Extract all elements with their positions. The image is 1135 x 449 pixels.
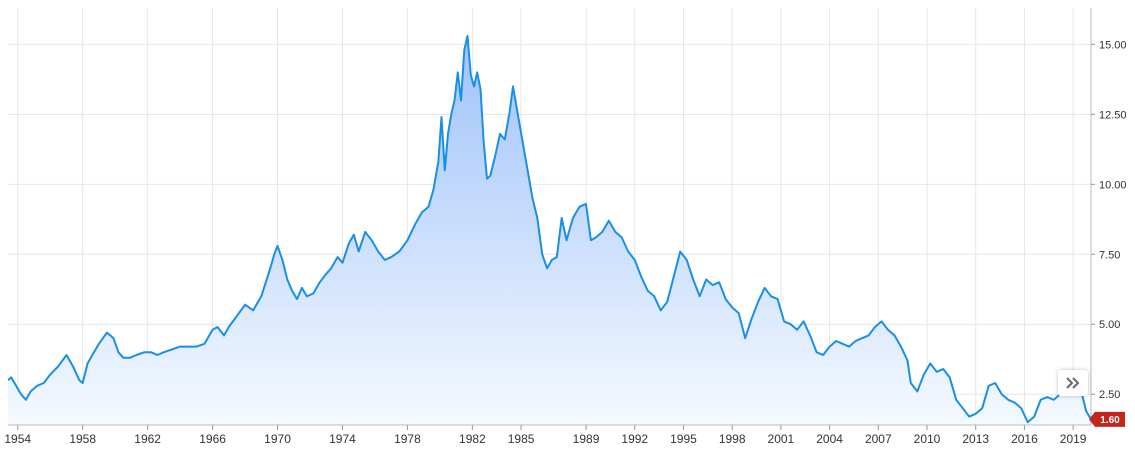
x-axis-ticks: 1954 1958 1962 1966 1970 1974 1978 1982 1985 1989… (4, 425, 1087, 446)
x-tick-label: 2010 (914, 432, 941, 446)
x-tick-label: 1962 (134, 432, 161, 446)
scroll-forward-button[interactable] (1058, 370, 1088, 396)
x-tick-label: 1954 (4, 432, 31, 446)
y-tick-label: 5.00 (1099, 319, 1120, 331)
x-tick-label: 1970 (264, 432, 291, 446)
x-tick-label: 1982 (459, 432, 486, 446)
y-tick-label: 10.00 (1099, 179, 1127, 191)
y-axis-ticks: 2.50 5.00 7.50 10.00 12.50 15.00 (1091, 39, 1127, 401)
series-line (8, 35, 1091, 424)
x-tick-label: 2007 (865, 432, 892, 446)
y-tick-label: 2.50 (1099, 389, 1120, 401)
x-tick-label: 1974 (329, 432, 356, 446)
x-tick-label: 1978 (394, 432, 421, 446)
x-tick-label: 1995 (670, 432, 697, 446)
x-tick-label: 1992 (621, 432, 648, 446)
x-tick-label: 1985 (508, 432, 535, 446)
x-tick-label: 2004 (816, 432, 843, 446)
x-tick-label: 1966 (199, 432, 226, 446)
double-chevron-right-icon (1066, 377, 1080, 389)
x-tick-label: 2019 (1060, 432, 1087, 446)
y-tick-label: 12.50 (1099, 109, 1127, 121)
x-tick-label: 1989 (573, 432, 600, 446)
series-area (8, 36, 1091, 425)
x-tick-label: 1998 (719, 432, 746, 446)
last-value-marker: 1.60 (1089, 411, 1125, 427)
y-tick-label: 15.00 (1099, 39, 1127, 51)
x-tick-label: 2001 (768, 432, 795, 446)
x-tick-label: 2013 (962, 432, 989, 446)
y-tick-label: 7.50 (1099, 249, 1120, 261)
last-value-badge (1089, 411, 1125, 427)
last-value-label: 1.60 (1100, 415, 1120, 426)
x-tick-label: 1958 (69, 432, 96, 446)
x-tick-label: 2016 (1011, 432, 1038, 446)
